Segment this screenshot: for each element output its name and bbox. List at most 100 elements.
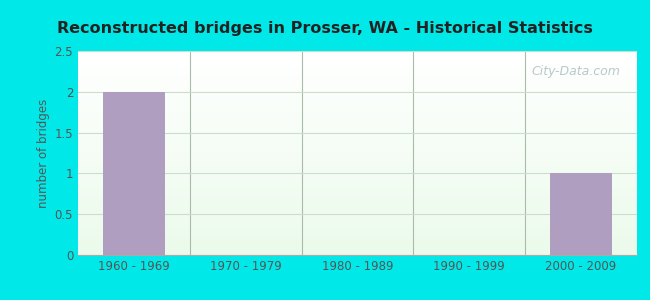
Bar (78, 111, 637, 112)
Bar (78, 190, 637, 191)
Bar (78, 72, 637, 74)
Bar (78, 244, 637, 245)
Bar (78, 172, 637, 173)
Bar (78, 76, 637, 77)
Bar (78, 191, 637, 192)
Bar (78, 82, 637, 83)
Bar (78, 201, 637, 202)
Bar (78, 160, 637, 161)
Bar (78, 206, 637, 207)
Bar (78, 136, 637, 137)
Bar (78, 90, 637, 91)
Bar (78, 63, 637, 64)
Bar (78, 202, 637, 203)
Bar (78, 221, 637, 222)
Bar (78, 145, 637, 146)
Bar (103, 92, 164, 255)
Bar (78, 52, 637, 53)
Bar (78, 187, 637, 188)
Bar (78, 57, 637, 58)
Bar (78, 209, 637, 210)
Bar (78, 122, 637, 123)
Bar (78, 84, 637, 85)
Bar (78, 117, 637, 118)
Bar (78, 87, 637, 88)
Bar (78, 229, 637, 230)
Bar (78, 189, 637, 190)
Bar (78, 62, 637, 63)
Bar (78, 70, 637, 71)
Bar (78, 212, 637, 213)
Bar (78, 97, 637, 98)
Bar (78, 89, 637, 90)
Text: Reconstructed bridges in Prosser, WA - Historical Statistics: Reconstructed bridges in Prosser, WA - H… (57, 21, 593, 36)
Bar (78, 98, 637, 99)
Bar (78, 120, 637, 122)
Bar (78, 251, 637, 252)
Bar (78, 214, 637, 215)
Bar (78, 151, 637, 152)
Bar (78, 146, 637, 147)
Bar (78, 207, 637, 208)
Bar (78, 101, 637, 102)
Bar (78, 242, 637, 243)
Bar (78, 149, 637, 150)
Bar (78, 88, 637, 89)
Bar (78, 118, 637, 119)
Bar (78, 204, 637, 205)
Bar (78, 134, 637, 135)
Bar (78, 102, 637, 103)
Bar (78, 243, 637, 244)
Bar (78, 220, 637, 221)
Bar (78, 226, 637, 227)
Bar (78, 68, 637, 69)
Bar (78, 55, 637, 56)
Bar (78, 69, 637, 70)
Bar (78, 186, 637, 187)
Bar (78, 58, 637, 59)
Bar (78, 203, 637, 204)
Bar (78, 100, 637, 101)
Bar (78, 108, 637, 109)
Bar (78, 170, 637, 171)
Bar (78, 240, 637, 241)
Bar (78, 124, 637, 125)
Bar (78, 225, 637, 226)
Bar (78, 181, 637, 182)
Bar (78, 133, 637, 134)
Bar (78, 82, 637, 84)
Bar (78, 94, 637, 95)
Bar (78, 165, 637, 166)
Bar (78, 147, 637, 148)
Text: City-Data.com: City-Data.com (531, 65, 620, 78)
Bar (78, 115, 637, 116)
Bar (78, 250, 637, 251)
Bar (78, 142, 637, 143)
Bar (78, 248, 637, 249)
Bar (78, 156, 637, 157)
Bar (78, 143, 637, 144)
Bar (78, 194, 637, 195)
Bar (78, 230, 637, 232)
Bar (78, 171, 637, 172)
Bar (78, 184, 637, 186)
Bar (78, 249, 637, 250)
Bar (78, 198, 637, 199)
Bar (78, 247, 637, 248)
Bar (78, 74, 637, 76)
Bar (78, 103, 637, 104)
Bar (78, 93, 637, 94)
Bar (78, 227, 637, 229)
Bar (78, 64, 637, 65)
Bar (78, 86, 637, 87)
Bar (78, 219, 637, 220)
Bar (78, 51, 637, 52)
Bar (78, 130, 637, 132)
Bar (78, 150, 637, 151)
Bar (78, 65, 637, 66)
Bar (78, 155, 637, 156)
Bar (78, 232, 637, 234)
Bar (78, 153, 637, 154)
Bar (78, 174, 637, 175)
Bar (78, 92, 637, 93)
